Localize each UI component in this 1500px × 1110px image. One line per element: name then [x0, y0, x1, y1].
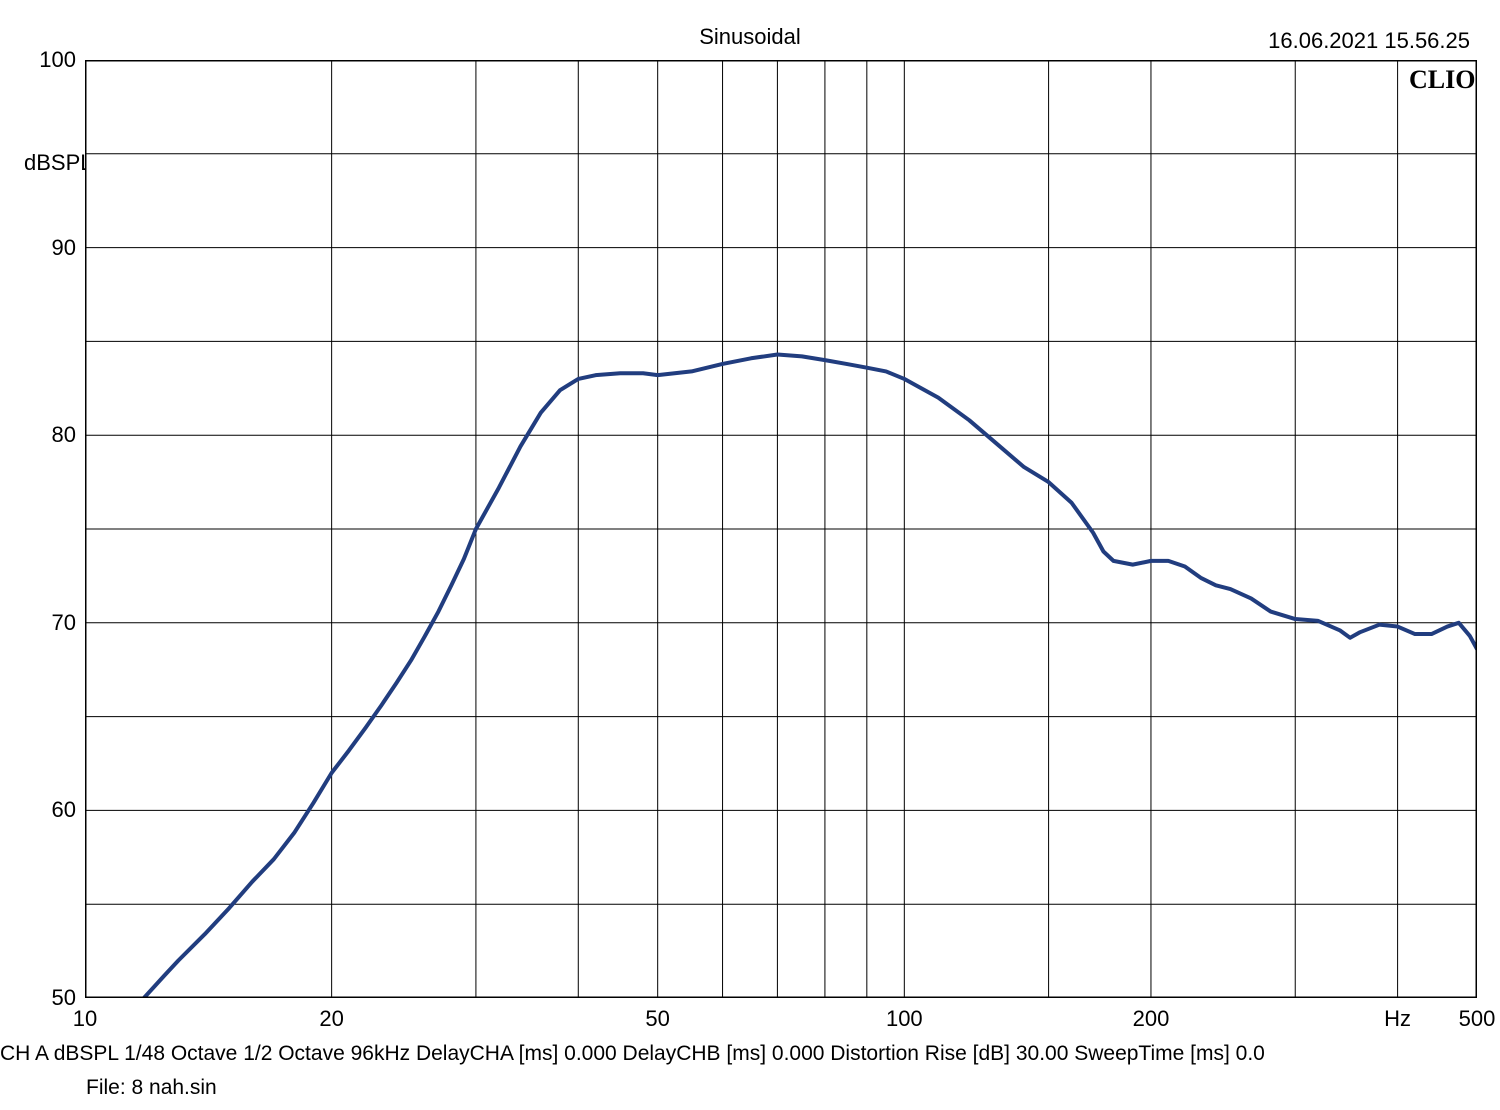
x-tick-label: 20 [319, 1006, 343, 1032]
x-tick-label: 50 [645, 1006, 669, 1032]
y-tick-label: 90 [52, 235, 76, 261]
x-tick-label: 500 [1459, 1006, 1496, 1032]
x-tick-label: 10 [73, 1006, 97, 1032]
measurement-chart-page: Sinusoidal 16.06.2021 15.56.25 dBSPL CLI… [0, 0, 1500, 1110]
brand-label: CLIO [1409, 65, 1475, 95]
y-tick-label: 60 [52, 797, 76, 823]
x-tick-label: 100 [886, 1006, 923, 1032]
y-axis-unit-label: dBSPL [24, 150, 93, 176]
y-tick-label: 80 [52, 422, 76, 448]
footer-params-line: CH A dBSPL 1/48 Octave 1/2 Octave 96kHz … [0, 1042, 1265, 1066]
y-tick-label: 100 [39, 47, 76, 73]
timestamp: 16.06.2021 15.56.25 [1268, 28, 1470, 54]
footer-file-line: File: 8 nah.sin [86, 1076, 217, 1100]
x-axis-unit-label: Hz [1384, 1006, 1411, 1032]
plot-area [85, 60, 1477, 998]
y-tick-label: 70 [52, 610, 76, 636]
x-tick-label: 200 [1133, 1006, 1170, 1032]
